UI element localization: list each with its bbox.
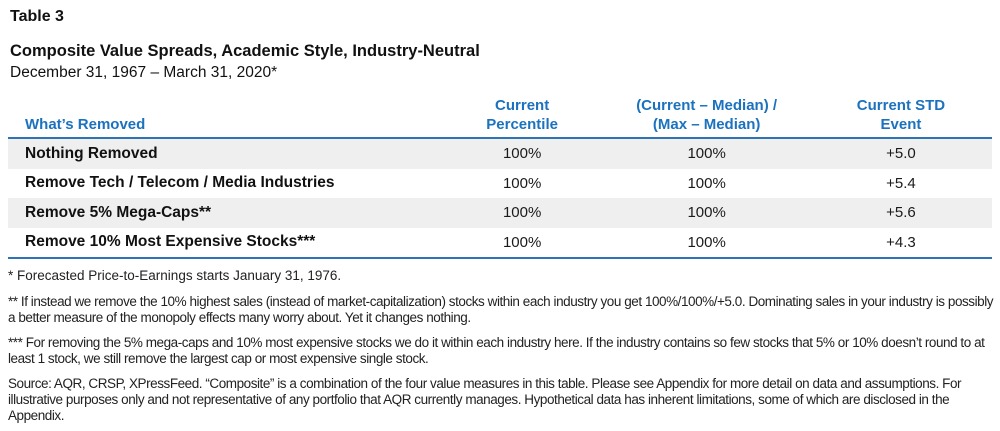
current-percentile-value: 100% — [502, 233, 542, 251]
current-percentile-value: 100% — [502, 174, 542, 192]
table-body: Nothing Removed 100% 100% +5.0 Remove Te… — [8, 139, 992, 259]
table-row: Remove 10% Most Expensive Stocks*** 100%… — [8, 228, 992, 259]
current-percentile-value: 100% — [502, 145, 542, 163]
document-headings: Table 3 Composite Value Spreads, Academi… — [0, 0, 1000, 82]
footnote-double-asterisk: ** If instead we remove the 10% highest … — [8, 293, 994, 325]
table-row: Remove Tech / Telecom / Media Industries… — [8, 169, 992, 199]
current-std-event-value: +5.6 — [886, 204, 916, 222]
current-median-ratio-value: 100% — [687, 145, 726, 163]
current-percentile-value: 100% — [502, 204, 542, 222]
table-header-row: What’s Removed Current Percentile (Curre… — [8, 96, 992, 139]
column-header-current-std-event: Current STD Event — [856, 97, 946, 133]
column-header-current-median-ratio: (Current – Median) / (Max – Median) — [636, 97, 778, 133]
current-median-ratio-value: 100% — [687, 233, 726, 251]
column-header-whats-removed: What’s Removed — [25, 116, 146, 133]
source-note: Source: AQR, CRSP, XPressFeed. “Composit… — [8, 375, 962, 423]
value-spreads-table: What’s Removed Current Percentile (Curre… — [8, 96, 992, 259]
row-label: Nothing Removed — [25, 144, 158, 162]
footnotes-section: * Forecasted Price-to-Earnings starts Ja… — [8, 268, 994, 424]
current-std-event-value: +4.3 — [886, 233, 916, 251]
table-row: Remove 5% Mega-Caps** 100% 100% +5.6 — [8, 198, 992, 228]
row-label: Remove 10% Most Expensive Stocks*** — [25, 233, 316, 251]
table-row: Nothing Removed 100% 100% +5.0 — [8, 139, 992, 169]
row-label: Remove Tech / Telecom / Media Industries — [25, 174, 335, 192]
row-label: Remove 5% Mega-Caps** — [25, 203, 212, 221]
table-number-label: Table 3 — [10, 8, 64, 25]
current-std-event-value: +5.0 — [886, 145, 916, 163]
document-title: Composite Value Spreads, Academic Style,… — [10, 42, 480, 60]
document-subtitle: December 31, 1967 – March 31, 2020* — [10, 64, 278, 81]
footnote-asterisk: * Forecasted Price-to-Earnings starts Ja… — [8, 268, 342, 283]
current-std-event-value: +5.4 — [886, 174, 916, 192]
current-median-ratio-value: 100% — [687, 204, 726, 222]
current-median-ratio-value: 100% — [687, 174, 726, 192]
footnote-triple-asterisk: *** For removing the 5% mega-caps and 10… — [8, 334, 985, 366]
column-header-current-percentile: Current Percentile — [486, 97, 558, 133]
